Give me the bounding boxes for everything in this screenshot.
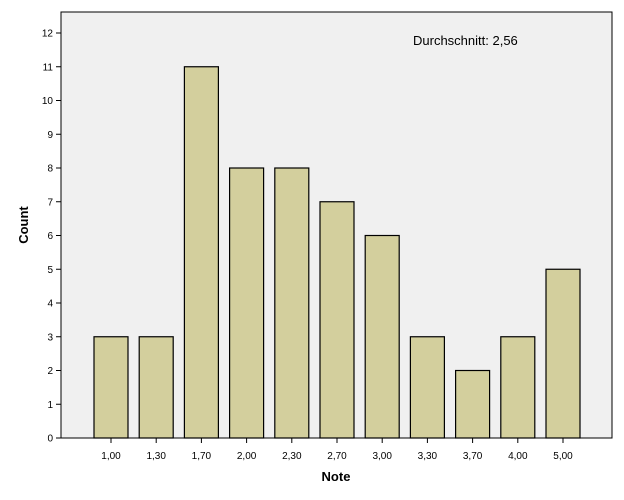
bar-3-70 [455, 369, 491, 439]
x-tick-label: 2,00 [237, 451, 257, 462]
y-tick-label: 8 [47, 164, 53, 175]
y-tick-label: 6 [47, 231, 53, 242]
y-tick-label: 11 [43, 62, 54, 73]
x-tick-label: 2,30 [282, 451, 302, 462]
y-tick-label: 9 [47, 130, 53, 141]
y-tick-label: 5 [47, 265, 53, 276]
y-tick-label: 1 [47, 400, 53, 411]
x-tick-label: 3,30 [418, 451, 438, 462]
x-tick-label: 3,00 [372, 451, 392, 462]
y-axis-title: Count [16, 206, 31, 244]
y-tick-label: 12 [42, 29, 54, 40]
mean-annotation: Durchschnitt: 2,56 [413, 33, 518, 48]
bar-5-00 [545, 268, 581, 439]
x-tick-label: 1,00 [101, 451, 121, 462]
bar-2-00 [229, 167, 265, 439]
bars-group [93, 66, 581, 439]
x-axis: 1,00 1,30 1,70 2,00 2,30 2,70 3,00 3,30 3,70 4,00… [101, 438, 573, 462]
bar-1-70 [183, 66, 219, 439]
bar-3-30 [409, 336, 445, 439]
x-tick-label: 3,70 [463, 451, 483, 462]
bar-1-30 [138, 336, 174, 439]
x-axis-title: Note [322, 469, 351, 484]
bar-2-30 [274, 167, 310, 439]
y-tick-label: 0 [47, 434, 53, 445]
y-tick-label: 10 [42, 96, 54, 107]
y-tick-label: 2 [47, 366, 53, 377]
bar-1-00 [93, 336, 129, 439]
y-tick-label: 7 [47, 197, 53, 208]
bar-4-00 [500, 336, 536, 439]
y-tick-label: 3 [47, 332, 53, 343]
bar-2-70 [319, 201, 355, 439]
x-tick-label: 2,70 [327, 451, 347, 462]
x-tick-label: 1,30 [146, 451, 166, 462]
bar-3-00 [364, 234, 400, 439]
y-tick-label: 4 [47, 299, 53, 310]
x-tick-label: 4,00 [508, 451, 528, 462]
x-tick-label: 5,00 [553, 451, 573, 462]
x-tick-label: 1,70 [192, 451, 212, 462]
